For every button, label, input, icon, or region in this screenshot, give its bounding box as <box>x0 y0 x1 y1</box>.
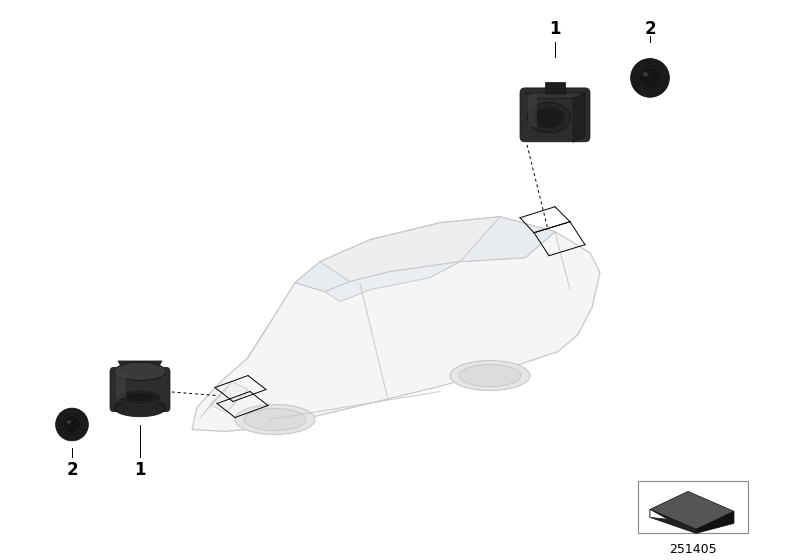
Polygon shape <box>192 217 600 431</box>
Text: 1: 1 <box>134 461 146 479</box>
Ellipse shape <box>56 408 89 441</box>
Ellipse shape <box>114 362 166 380</box>
Polygon shape <box>460 217 555 262</box>
Polygon shape <box>650 510 696 533</box>
Ellipse shape <box>235 404 315 435</box>
Polygon shape <box>650 510 668 519</box>
Ellipse shape <box>114 399 166 417</box>
Ellipse shape <box>450 361 530 390</box>
Ellipse shape <box>534 107 564 128</box>
Polygon shape <box>325 262 460 302</box>
Polygon shape <box>573 93 585 142</box>
Polygon shape <box>650 492 734 529</box>
Text: 2: 2 <box>644 20 656 38</box>
Ellipse shape <box>126 393 154 402</box>
Ellipse shape <box>118 390 162 404</box>
Ellipse shape <box>630 59 670 97</box>
Text: 2: 2 <box>66 461 78 479</box>
Ellipse shape <box>527 102 570 133</box>
Ellipse shape <box>635 63 665 93</box>
Ellipse shape <box>244 408 306 431</box>
Polygon shape <box>525 93 585 99</box>
Polygon shape <box>210 381 248 413</box>
Polygon shape <box>118 361 162 371</box>
Text: 251405: 251405 <box>669 543 717 556</box>
Bar <box>638 482 748 533</box>
FancyBboxPatch shape <box>116 373 126 398</box>
Ellipse shape <box>59 412 85 437</box>
Polygon shape <box>295 217 555 292</box>
Ellipse shape <box>66 421 71 424</box>
Ellipse shape <box>642 72 649 77</box>
Polygon shape <box>295 262 350 292</box>
FancyBboxPatch shape <box>110 367 170 412</box>
Ellipse shape <box>459 365 521 386</box>
Polygon shape <box>545 82 565 93</box>
Text: 1: 1 <box>550 20 561 38</box>
FancyBboxPatch shape <box>528 95 537 127</box>
FancyBboxPatch shape <box>520 88 590 142</box>
Polygon shape <box>696 511 734 533</box>
